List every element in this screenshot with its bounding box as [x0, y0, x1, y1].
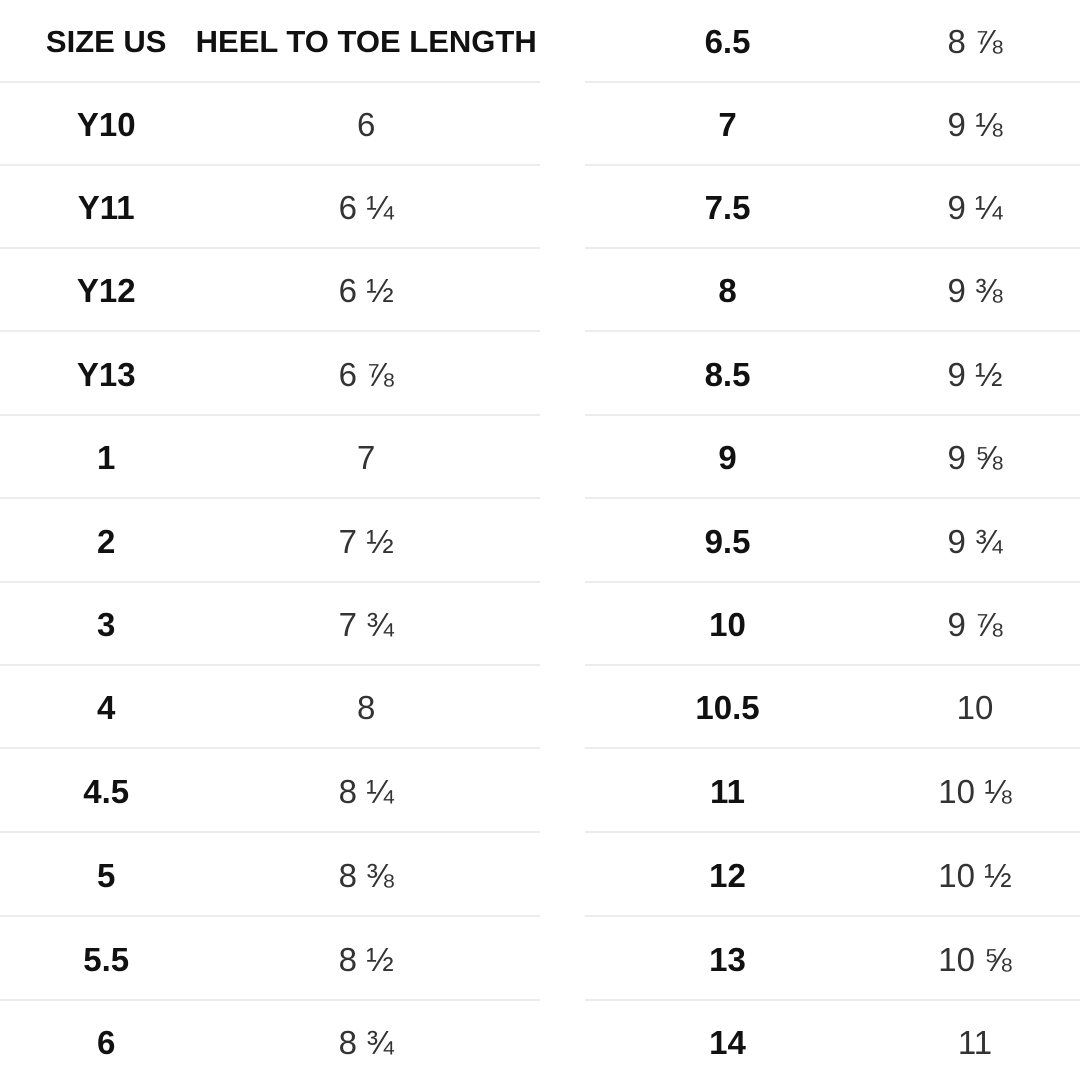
size-cell: 2: [97, 523, 116, 560]
table-row: 14 11: [585, 1001, 1080, 1084]
length-cell: 8: [357, 689, 376, 726]
table-row: Y13 6 ⅞: [0, 333, 540, 416]
table-row: 12 10 ½: [585, 834, 1080, 917]
size-cell: Y13: [76, 356, 136, 393]
length-cell: 9 ½: [947, 356, 1003, 393]
length-cell: 8 ⅞: [947, 23, 1003, 60]
length-cell: 9 ⅛: [947, 106, 1003, 143]
size-cell: Y11: [77, 189, 135, 226]
size-cell: 5: [97, 857, 116, 894]
table-header-row: SIZE US HEEL TO TOE LENGTH: [0, 0, 540, 83]
length-cell: 9 ¾: [947, 523, 1003, 560]
table-row: 11 10 ⅛: [585, 750, 1080, 833]
size-cell: 7.5: [704, 189, 751, 226]
length-cell: 7 ¾: [338, 606, 394, 643]
table-row: 9 9 ⅝: [585, 416, 1080, 499]
size-cell: 10.5: [695, 689, 760, 726]
table-row: 7.5 9 ¼: [585, 166, 1080, 249]
size-cell: 5.5: [83, 941, 130, 978]
length-cell: 7: [357, 439, 376, 476]
length-cell: 9 ¼: [947, 189, 1003, 226]
size-cell: 7: [718, 106, 737, 143]
size-cell: 8.5: [704, 356, 751, 393]
length-cell: 10 ½: [938, 857, 1012, 894]
size-cell: 12: [709, 857, 746, 894]
size-cell: 10: [709, 606, 746, 643]
size-cell: 14: [709, 1024, 746, 1061]
table-row: 2 7 ½: [0, 500, 540, 583]
length-cell: 7 ½: [338, 523, 394, 560]
size-cell: Y10: [76, 106, 136, 143]
table-row: Y10 6: [0, 83, 540, 166]
table-row: 10.5 10: [585, 666, 1080, 749]
length-cell: 9 ⅝: [947, 439, 1003, 476]
length-cell: 11: [957, 1024, 993, 1061]
table-row: 6 8 ¾: [0, 1001, 540, 1084]
table-row: 1 7: [0, 416, 540, 499]
table-row: 8 9 ⅜: [585, 249, 1080, 332]
table-row: 7 9 ⅛: [585, 83, 1080, 166]
table-row: 3 7 ¾: [0, 583, 540, 666]
table-row: 9.5 9 ¾: [585, 500, 1080, 583]
length-cell: 10 ⅝: [938, 941, 1012, 978]
length-cell: 6 ½: [338, 272, 394, 309]
length-cell: 9 ⅜: [947, 272, 1003, 309]
length-cell: 6 ¼: [338, 189, 394, 226]
size-table-right: 6.5 8 ⅞ 7 9 ⅛ 7.5 9 ¼ 8 9 ⅜ 8.5 9 ½ 9 9 …: [585, 0, 1080, 1080]
table-row: 4 8: [0, 666, 540, 749]
size-cell: 8: [718, 272, 737, 309]
size-table-left: SIZE US HEEL TO TOE LENGTH Y10 6 Y11 6 ¼…: [0, 0, 540, 1080]
table-row: Y11 6 ¼: [0, 166, 540, 249]
length-cell: 8 ¼: [338, 773, 394, 810]
table-row: 10 9 ⅞: [585, 583, 1080, 666]
table-row: 13 10 ⅝: [585, 918, 1080, 1001]
length-cell: 8 ½: [338, 941, 394, 978]
size-cell: 9.5: [704, 523, 751, 560]
size-cell: 1: [97, 439, 116, 476]
size-cell: 9: [718, 439, 737, 476]
table-row: Y12 6 ½: [0, 249, 540, 332]
length-cell: 6 ⅞: [338, 356, 394, 393]
length-cell: 10 ⅛: [938, 773, 1012, 810]
size-cell: 3: [97, 606, 116, 643]
length-cell: 8 ⅜: [338, 857, 394, 894]
size-cell: 13: [709, 941, 746, 978]
size-cell: 11: [710, 773, 745, 810]
table-row: 5.5 8 ½: [0, 918, 540, 1001]
size-cell: 4: [97, 689, 116, 726]
size-cell: Y12: [76, 272, 136, 309]
table-row: 4.5 8 ¼: [0, 750, 540, 833]
length-cell: 8 ¾: [338, 1024, 394, 1061]
length-cell: 10: [956, 689, 994, 726]
table-row: 6.5 8 ⅞: [585, 0, 1080, 83]
size-cell: 6: [97, 1024, 116, 1061]
size-column-header: SIZE US: [45, 24, 167, 59]
length-column-header: HEEL TO TOE LENGTH: [195, 24, 537, 59]
length-cell: 6: [357, 106, 376, 143]
size-cell: 6.5: [704, 23, 751, 60]
table-row: 5 8 ⅜: [0, 834, 540, 917]
size-cell: 4.5: [83, 773, 130, 810]
table-row: 8.5 9 ½: [585, 333, 1080, 416]
length-cell: 9 ⅞: [947, 606, 1003, 643]
